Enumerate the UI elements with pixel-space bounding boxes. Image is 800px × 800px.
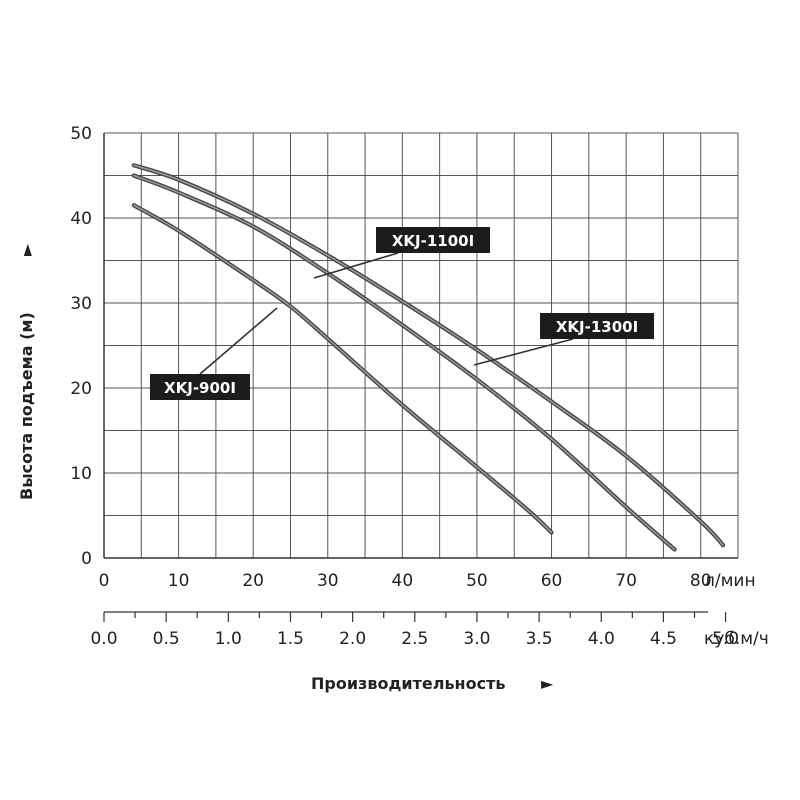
x2-tick-label: 0.5 — [153, 629, 180, 649]
series-labels: XKJ-1100I XKJ-1300I XKJ-900I — [150, 227, 654, 400]
x-tick-label: 20 — [242, 571, 264, 591]
x2-tick-label: 2.5 — [401, 629, 428, 649]
x-axis-title-group: Производительность ► — [311, 674, 554, 693]
x-unit-label: л/мин — [704, 571, 756, 591]
x-tick-label: 50 — [466, 571, 488, 591]
x-axis-title: Производительность — [311, 674, 505, 693]
callout-box — [150, 374, 250, 400]
axes: 0 10 20 30 40 50 0 10 20 30 40 50 60 70 80 0.0 0.5 1.0 1.5… — [70, 124, 739, 649]
x2-tick-label: 3.5 — [526, 629, 553, 649]
x2-unit-label: куб.м/ч — [704, 629, 769, 649]
x2-tick-label: 4.5 — [650, 629, 677, 649]
y-tick-label: 40 — [70, 209, 92, 229]
x-tick-label: 30 — [317, 571, 339, 591]
y-tick-label: 50 — [70, 124, 92, 144]
callout-label: XKJ-1100I — [392, 232, 474, 250]
grid — [104, 132, 739, 558]
curves — [131, 163, 726, 552]
callout-leader-line — [313, 252, 399, 279]
x-tick-label: 70 — [615, 571, 637, 591]
y-axis-title: Высота подъема (м) — [17, 312, 36, 500]
callout-box — [376, 227, 490, 253]
curve-xkj-900i — [131, 203, 554, 535]
x-tick-label: 60 — [541, 571, 563, 591]
y-tick-label: 10 — [70, 464, 92, 484]
callout-label: XKJ-900I — [164, 379, 236, 397]
x2-tick-label: 1.0 — [215, 629, 242, 649]
y-tick-label: 0 — [81, 549, 92, 569]
y-axis-arrow-icon: ► — [17, 243, 36, 256]
y-tick-label: 20 — [70, 379, 92, 399]
curve-core-xkj-1100i — [133, 174, 676, 551]
curve-core-xkj-900i — [133, 204, 553, 534]
x2-tick-label: 4.0 — [588, 629, 615, 649]
x-axis-arrow-icon: ► — [541, 674, 554, 693]
x2-tick-label: 2.0 — [339, 629, 366, 649]
callout-box — [540, 313, 654, 339]
y-tick-label: 30 — [70, 294, 92, 314]
x-tick-label: 10 — [168, 571, 190, 591]
x-tick-label: 40 — [392, 571, 414, 591]
curve-core-xkj-1300i — [133, 164, 724, 547]
callout-leader-line — [473, 338, 574, 366]
callout-label: XKJ-1300I — [556, 318, 638, 336]
x2-tick-label: 3.0 — [463, 629, 490, 649]
y-axis-title-group: Высота подъема (м) ► — [17, 243, 36, 500]
x2-tick-label: 0.0 — [90, 629, 117, 649]
x-tick-label: 0 — [99, 571, 110, 591]
x2-tick-label: 1.5 — [277, 629, 304, 649]
callout-leader-line — [199, 307, 278, 375]
x-tick-label: 80 — [690, 571, 712, 591]
x2-tick-label: 5.0 — [712, 629, 739, 649]
